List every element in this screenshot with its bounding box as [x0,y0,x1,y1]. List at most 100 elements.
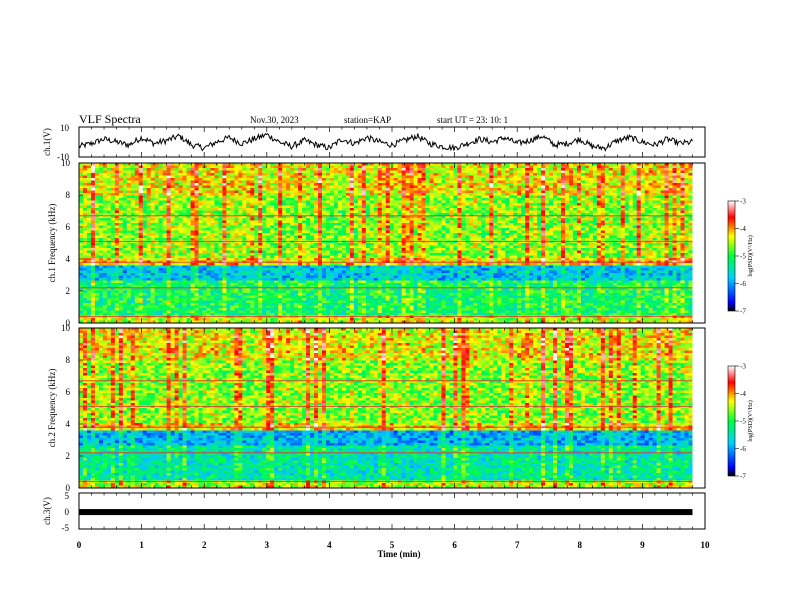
spectrogram-cell [122,203,128,206]
spectrogram-cell [636,228,642,231]
spectrogram-cell [226,235,231,239]
spectrogram-cell [421,193,426,196]
spectrogram-cell [457,180,462,184]
spectrogram-cell [118,223,124,226]
spectrogram-cell [461,188,466,191]
spectrogram-cell [110,190,116,194]
spectrogram-cell [302,200,307,204]
spectrogram-cell [616,168,622,171]
spectrogram-cell [102,180,108,184]
spectrogram-cell [405,235,411,239]
spectrogram-cell [668,190,673,194]
spectrogram-cell [178,223,183,226]
spectrogram-cell [274,205,279,209]
spectrogram-cell [130,238,136,241]
spectrogram-cell [114,225,120,229]
spectrogram-cell [329,230,335,234]
spectrogram-cell [441,220,446,224]
spectrogram-cell [664,215,669,219]
spectrogram-cell [254,210,259,214]
spectrogram-cell [146,198,152,201]
spectrogram-cell [258,205,263,209]
spectrogram-cell [541,200,546,204]
spectrogram-cell [102,173,108,176]
spectrogram-cell [457,183,462,186]
spectrogram-cell [477,238,482,241]
spectrogram-cell [222,233,227,236]
spectrogram-cell [640,213,646,216]
spectrogram-cell [604,225,610,229]
spectrogram-cell [680,195,685,199]
spectrogram-cell [608,170,614,174]
spectrogram-cell [238,180,243,184]
spectrogram-cell [373,170,379,174]
spectrogram-cell [608,210,614,214]
spectrogram-cell [513,225,518,229]
spectrogram-cell [318,238,323,241]
spectrogram-cell [688,215,693,219]
spectrogram-cell [469,200,474,204]
spectrogram-cell [98,163,104,166]
spectrogram-cell [596,178,602,181]
spectrogram-cell [664,163,669,166]
spectrogram-cell [688,165,693,169]
spectrogram-cell [94,235,100,239]
spectrogram-cell [489,165,494,169]
spectrogram-cell [318,168,323,171]
spectrogram-cell [102,213,108,216]
spectrogram-cell [333,210,339,214]
spectrogram-cell [118,225,124,229]
spectrogram-cell [401,238,407,241]
spectrogram-cell [102,165,108,169]
spectrogram-cell [218,228,223,231]
spectrogram-cell [210,188,215,191]
spectrogram-cell [318,188,323,191]
spectrogram-cell [561,218,566,221]
spectrogram-cell [126,223,132,226]
spectrogram-cell [154,178,160,181]
spectrogram-cell [497,175,502,179]
spectrogram-cell [166,225,172,229]
spectrogram-cell [421,220,426,224]
spectrogram-cell [310,208,315,211]
spectrogram-cell [616,200,622,204]
spectrogram-cell [318,175,323,179]
spectrogram-cell [505,208,510,211]
spectrogram-cell [118,190,124,194]
spectrogram-cell [688,228,693,231]
spectrogram-cell [660,178,665,181]
spectrogram-cell [310,240,315,244]
spectrogram-cell [134,208,140,211]
spectrogram-cell [612,203,618,206]
spectrogram-cell [533,235,538,239]
spectrogram-cell [182,200,187,204]
spectrogram-cell [214,185,219,189]
spectrogram-cell [421,178,426,181]
spectrogram-cell [688,170,693,174]
spectrogram-cell [341,220,347,224]
spectrogram-cell [341,240,347,244]
spectrogram-cell [377,180,383,184]
spectrogram-cell [373,173,379,176]
spectrogram-cell [521,170,526,174]
spectrogram-cell [214,218,219,221]
spectrogram-cell [353,200,359,204]
spectrogram-cell [302,183,307,186]
spectrogram-cell [525,223,530,226]
spectrogram-cell [608,180,614,184]
spectrogram-cell [142,223,148,226]
spectrogram-cell [310,228,315,231]
spectrogram-cell [461,198,466,201]
spectrogram-cell [294,190,299,194]
spectrogram-cell [648,185,654,189]
spectrogram-cell [114,220,120,224]
spectrogram-cell [318,203,323,206]
spectrogram-cell [166,233,172,236]
spectrogram-cell [521,163,526,166]
spectrogram-cell [545,173,550,176]
spectrogram-cell [409,208,415,211]
spectrogram-cell [178,205,183,209]
spectrogram-cell [333,173,339,176]
spectrogram-cell [413,203,419,206]
spectrogram-cell [325,213,331,216]
